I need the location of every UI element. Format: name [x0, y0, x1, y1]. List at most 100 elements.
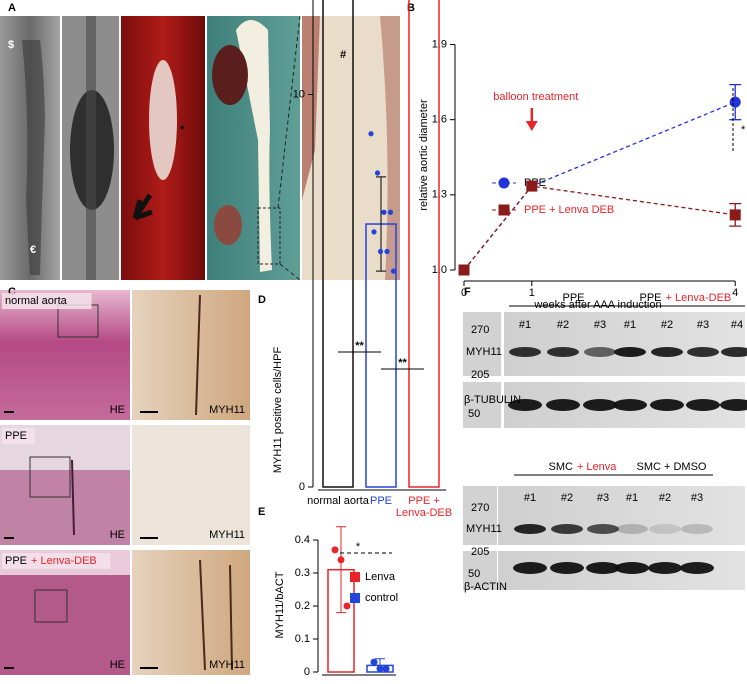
blot-band	[509, 347, 541, 357]
group-label-part: + Lenva-DEB	[666, 292, 732, 304]
blot-band	[648, 562, 682, 574]
blot-band	[514, 524, 546, 534]
stain-label: HE	[110, 659, 125, 671]
lane-label: #3	[594, 319, 606, 331]
label-box	[2, 553, 111, 569]
blot-band	[583, 399, 617, 411]
lane-label: #2	[661, 319, 673, 331]
lane-label: #1	[624, 319, 636, 331]
bar	[408, 0, 440, 488]
blot-band	[649, 524, 681, 534]
data-point	[729, 209, 741, 221]
blot-band	[550, 562, 584, 574]
annotation: balloon treatment	[493, 91, 578, 103]
blot-band	[616, 524, 648, 534]
data-point	[377, 248, 384, 255]
blot-ladder	[463, 486, 497, 545]
panel-label: B	[407, 2, 415, 14]
marker-label: 270	[471, 502, 489, 514]
panel-c-images	[0, 290, 250, 675]
significance: *	[356, 541, 361, 553]
band-label: MYH11	[466, 346, 502, 358]
image-label: PPE + Lenva-DEB	[5, 555, 97, 567]
group-label: PPE	[563, 292, 585, 304]
blot-band	[586, 562, 620, 574]
marker-label: 50	[468, 408, 480, 420]
y-tick-label: 0	[299, 481, 305, 493]
y-tick-label: 0	[304, 666, 310, 678]
lane-label: #1	[524, 492, 536, 504]
data-point	[337, 556, 345, 564]
y-tick-label: 10	[293, 88, 305, 100]
marker-label: 205	[471, 369, 489, 381]
data-point	[374, 170, 381, 176]
image-label-part: PPE	[5, 430, 27, 442]
panel-label: C	[8, 286, 16, 298]
stain-label: MYH11	[209, 659, 245, 671]
data-point	[370, 658, 378, 666]
stain-label: HE	[110, 404, 125, 416]
y-axis-title: MYH11/bACT	[274, 571, 286, 638]
data-point	[384, 248, 390, 255]
panel-a-photos	[0, 15, 400, 281]
blot-band	[551, 524, 583, 534]
lane-label: #2	[659, 492, 671, 504]
group-label-part: + Lenva	[577, 461, 617, 473]
blot-band	[614, 347, 646, 357]
significance: **	[355, 340, 364, 352]
x-tick-label: normal aorta	[307, 495, 369, 507]
data-point	[343, 602, 351, 610]
marker-label: 270	[471, 324, 489, 336]
marker-label: 50	[468, 568, 480, 580]
group-label: PPE + Lenva-DEB	[640, 292, 732, 304]
photo-mark: $	[8, 39, 14, 51]
blot-band	[584, 347, 616, 357]
band-label: MYH11	[466, 523, 502, 535]
y-tick-label: 0.2	[295, 600, 310, 612]
data-point	[331, 546, 339, 554]
lane-label: #1	[626, 492, 638, 504]
image-label: PPE	[5, 430, 27, 442]
data-point	[376, 665, 384, 673]
series-line	[463, 185, 736, 271]
blot-band	[547, 347, 579, 357]
bar	[322, 0, 354, 488]
image-label-part: PPE	[5, 555, 27, 567]
blot-ladder	[463, 551, 497, 590]
legend-marker	[498, 177, 510, 189]
lane-label: #3	[697, 319, 709, 331]
lane-label: #2	[557, 319, 569, 331]
data-point	[381, 209, 387, 215]
blot-band	[513, 562, 547, 574]
panel-label: D	[258, 294, 266, 306]
x-tick-label: PPE	[369, 495, 392, 507]
blot-band	[546, 399, 580, 411]
legend-marker	[498, 204, 510, 216]
significance: *	[741, 124, 746, 136]
group-label: SMC + DMSO	[637, 461, 707, 473]
stain-label: HE	[110, 529, 125, 541]
group-label: SMC + Lenva	[549, 461, 618, 473]
blot-ladder	[463, 312, 501, 376]
blot-band	[681, 524, 713, 534]
stain-label: MYH11	[209, 529, 245, 541]
image-label-part: + Lenva-DEB	[31, 555, 97, 567]
legend-label: Lenva	[365, 571, 396, 583]
group-label-part: PPE	[563, 292, 585, 304]
blot-band	[680, 562, 714, 574]
x-tick-label: 1	[529, 287, 535, 299]
x-tick-label: 0	[461, 287, 467, 299]
legend-label: PPE + Lenva DEB	[524, 204, 614, 216]
data-point	[526, 180, 538, 192]
legend-label: control	[365, 592, 398, 604]
blot-band	[721, 347, 747, 357]
panel-label: E	[258, 506, 265, 518]
lane-label: #1	[519, 319, 531, 331]
group-label-part: SMC	[549, 461, 574, 473]
blot-membrane	[504, 312, 745, 376]
legend-marker	[350, 572, 360, 582]
label-box	[2, 428, 35, 444]
panel-label: A	[8, 2, 16, 14]
y-tick-label: 0.3	[295, 567, 310, 579]
